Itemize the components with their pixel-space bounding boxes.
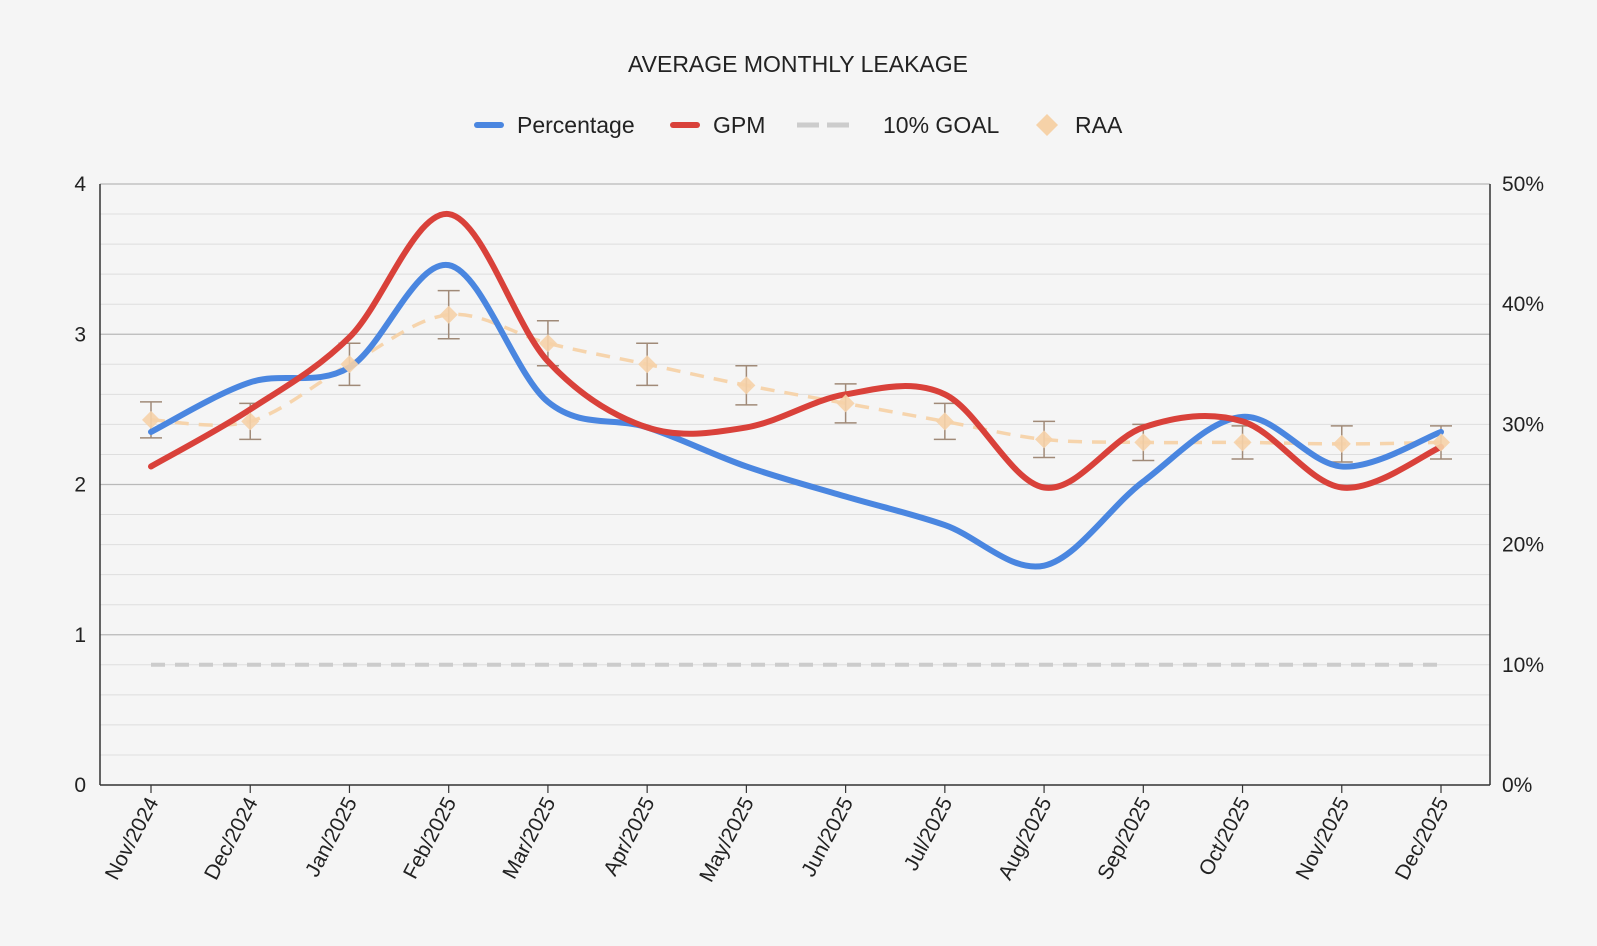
raa-point [1233, 433, 1252, 452]
raa-point [638, 355, 657, 374]
x-axis-tick-label: Aug/2025 [994, 794, 1057, 884]
legend-label: 10% GOAL [883, 112, 1000, 138]
chart-series [140, 211, 1452, 667]
x-axis-tick-label: Jun/2025 [797, 794, 858, 881]
raa-point [836, 394, 855, 413]
raa-point [1332, 434, 1351, 453]
raa-point [1134, 433, 1153, 452]
x-axis-tick-label: Jan/2025 [301, 794, 362, 881]
x-axis-tick-label: May/2025 [695, 794, 759, 886]
right-axis-tick-label: 30% [1502, 413, 1544, 436]
legend-swatch-diamond [1036, 114, 1058, 136]
right-axis-tick-label: 10% [1502, 654, 1544, 677]
raa-point [538, 334, 557, 353]
raa-point [439, 305, 458, 324]
right-axis-tick-label: 40% [1502, 293, 1544, 316]
left-axis-tick-label: 2 [74, 474, 86, 497]
x-axis-tick-label: Nov/2025 [1292, 794, 1355, 884]
raa-point [1035, 430, 1054, 449]
left-axis-tick-label: 0 [74, 774, 86, 797]
left-axis-tick-label: 1 [74, 624, 86, 647]
right-axis-tick-label: 20% [1502, 534, 1544, 557]
series-line-gpm [148, 211, 1444, 491]
chart-legend: Percentage GPM 10% GOAL RAA [474, 112, 1123, 138]
chart-grid [100, 183, 1490, 756]
legend-label: RAA [1075, 112, 1123, 138]
right-axis-tick-label: 0% [1502, 774, 1532, 797]
raa-point [241, 412, 260, 431]
x-axis-tick-label: Dec/2025 [1391, 794, 1454, 884]
raa-point [737, 376, 756, 395]
raa-point [142, 410, 160, 429]
legend-item: Percentage [474, 112, 635, 138]
series-line-percentage [148, 262, 1444, 570]
x-axis-tick-label: Mar/2025 [498, 794, 560, 883]
x-axis-tick-label: Oct/2025 [1195, 794, 1255, 880]
legend-item: 10% GOAL [797, 112, 1000, 138]
legend-label: Percentage [517, 112, 635, 138]
legend-item: RAA [1036, 112, 1123, 138]
raa-point [340, 355, 359, 374]
x-axis-tick-label: Feb/2025 [399, 794, 461, 883]
raa-point [1432, 433, 1450, 452]
legend-label: GPM [713, 112, 765, 138]
x-axis-tick-label: Sep/2025 [1093, 794, 1156, 884]
legend-item: GPM [670, 112, 765, 138]
raa-point [935, 412, 954, 431]
x-axis-tick-label: Jul/2025 [900, 794, 958, 875]
left-axis-tick-label: 3 [74, 323, 86, 346]
x-axis-tick-label: Nov/2024 [101, 793, 164, 883]
x-axis-tick-label: Apr/2025 [599, 794, 659, 880]
x-axis-tick-label: Dec/2024 [200, 793, 263, 883]
chart-title: AVERAGE MONTHLY LEAKAGE [628, 51, 968, 77]
right-axis-tick-label: 50% [1502, 173, 1544, 196]
left-axis-tick-label: 4 [74, 173, 86, 196]
